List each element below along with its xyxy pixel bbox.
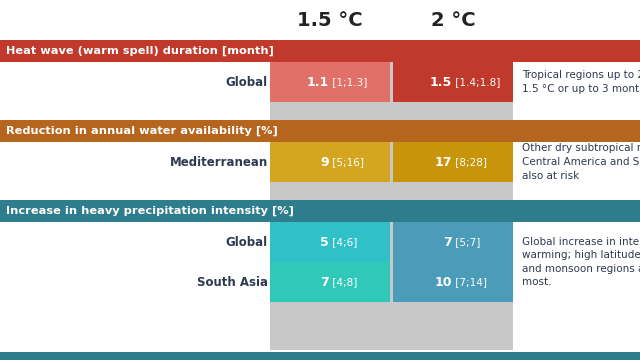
Text: 1.5 °C: 1.5 °C	[297, 10, 363, 30]
Text: [4;6]: [4;6]	[329, 237, 357, 247]
Text: Global increase in intensity due to
warming; high latitudes (>45 °N)
and monsoon: Global increase in intensity due to warm…	[522, 237, 640, 287]
Bar	[0, 352, 640, 360]
Text: 5: 5	[320, 235, 329, 248]
Text: 1.5: 1.5	[429, 76, 452, 89]
Text: 1.1: 1.1	[307, 76, 329, 89]
Bar	[393, 142, 513, 182]
Text: 2 °C: 2 °C	[431, 10, 476, 30]
Text: Reduction in annual water availability [%]: Reduction in annual water availability […	[6, 126, 278, 136]
Bar	[393, 222, 513, 262]
Bar	[270, 222, 390, 262]
Bar	[270, 262, 390, 302]
Text: 10: 10	[435, 275, 452, 288]
Bar	[393, 62, 513, 102]
Text: South Asia: South Asia	[197, 275, 268, 288]
Bar	[393, 262, 513, 302]
Bar	[0, 40, 640, 62]
Text: [5;7]: [5;7]	[452, 237, 481, 247]
Text: [7;14]: [7;14]	[452, 277, 487, 287]
Text: [5;16]: [5;16]	[329, 157, 364, 167]
Text: [4;8]: [4;8]	[329, 277, 357, 287]
Text: Global: Global	[226, 235, 268, 248]
Text: 17: 17	[435, 156, 452, 168]
Bar	[0, 120, 640, 142]
Text: 7: 7	[320, 275, 329, 288]
Text: Other dry subtropical regions like
Central America and South Africa
also at risk: Other dry subtropical regions like Centr…	[522, 143, 640, 181]
Text: [1.4;1.8]: [1.4;1.8]	[452, 77, 500, 87]
Text: 7: 7	[444, 235, 452, 248]
Text: [8;28]: [8;28]	[452, 157, 487, 167]
Text: [1;1.3]: [1;1.3]	[329, 77, 367, 87]
Text: Heat wave (warm spell) duration [month]: Heat wave (warm spell) duration [month]	[6, 46, 274, 56]
Bar	[270, 62, 390, 102]
Text: Increase in heavy precipitation intensity [%]: Increase in heavy precipitation intensit…	[6, 206, 294, 216]
Text: 9: 9	[321, 156, 329, 168]
Text: Global: Global	[226, 76, 268, 89]
Bar	[0, 200, 640, 222]
Bar	[270, 40, 513, 350]
Text: Tropical regions up to 2 months at
1.5 °C or up to 3 months at 2 °C: Tropical regions up to 2 months at 1.5 °…	[522, 70, 640, 94]
Bar	[270, 142, 390, 182]
Text: Mediterranean: Mediterranean	[170, 156, 268, 168]
